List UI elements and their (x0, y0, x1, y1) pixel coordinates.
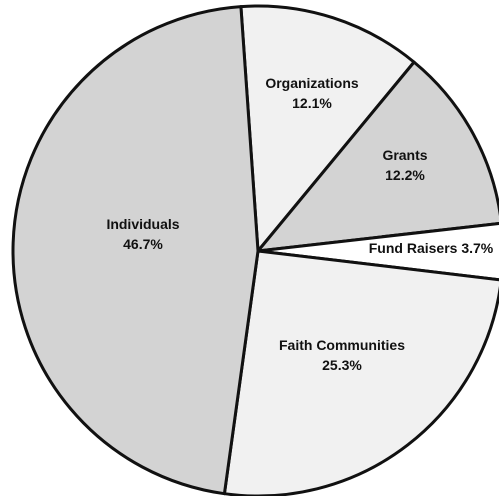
pie-slice-organizations (239, 4, 416, 253)
slice-value-individuals: 46.7% (123, 236, 163, 252)
slice-label-individuals: Individuals (106, 216, 179, 232)
slice-value-faith-communities: 25.3% (322, 357, 362, 373)
slice-value-organizations: 12.1% (292, 95, 332, 111)
pie-labels: Organizations 12.1% Grants 12.2% Fund Raiser… (106, 75, 493, 373)
slice-label-faith-communities: Faith Communities (279, 337, 405, 353)
slice-value-grants: 12.2% (385, 167, 425, 183)
slice-label-grants: Grants (382, 147, 427, 163)
slice-label-organizations: Organizations (265, 75, 359, 91)
pie-slice-grants (256, 60, 499, 253)
pie-slice-fund-raisers (256, 221, 499, 282)
pie-slices (11, 4, 499, 498)
slice-label-fund-raisers: Fund Raisers 3.7% (369, 240, 494, 256)
pie-slice-faith-communities (222, 249, 499, 498)
pie-slice-individuals (11, 5, 260, 496)
